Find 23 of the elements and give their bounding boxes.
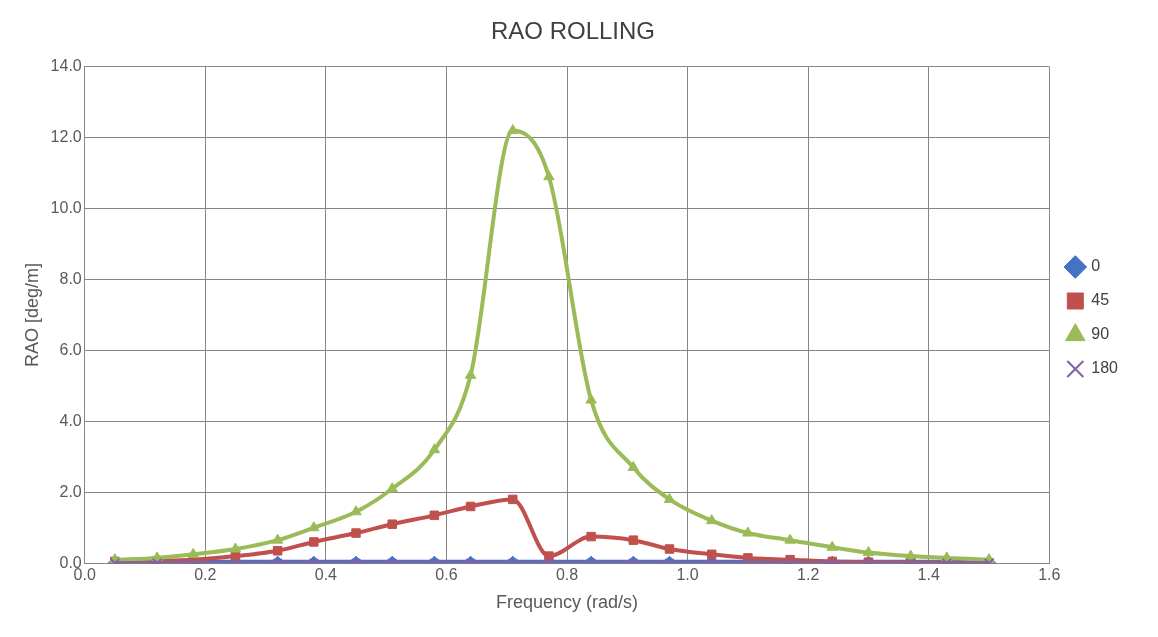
legend-label: 90	[1091, 325, 1110, 343]
x-tick-label: 1.6	[1038, 566, 1061, 584]
x-tick-label: 0.0	[73, 566, 96, 584]
legend-label: 0	[1091, 257, 1101, 275]
y-tick-label: 12.0	[50, 128, 82, 146]
legend-label: 45	[1091, 291, 1110, 309]
x-tick-label: 0.2	[194, 566, 217, 584]
y-axis-title: RAO [deg/m]	[21, 262, 42, 368]
y-tick-label: 8.0	[59, 269, 82, 287]
chart-title: RAO ROLLING	[490, 17, 656, 45]
x-tick-label: 0.6	[435, 566, 458, 584]
x-tick-label: 1.4	[917, 566, 940, 584]
y-tick-label: 10.0	[50, 199, 82, 217]
x-tick-label: 1.0	[676, 566, 699, 584]
x-axis-title: Frequency (rad/s)	[495, 592, 639, 613]
x-tick-label: 1.2	[797, 566, 820, 584]
legend-label: 180	[1091, 359, 1119, 377]
x-tick-label: 0.4	[314, 566, 338, 584]
y-tick-label: 6.0	[59, 340, 82, 358]
y-tick-label: 4.0	[59, 411, 82, 429]
y-tick-label: 14.0	[50, 57, 82, 75]
x-tick-label: 0.8	[555, 566, 579, 584]
y-tick-label: 2.0	[59, 482, 82, 500]
